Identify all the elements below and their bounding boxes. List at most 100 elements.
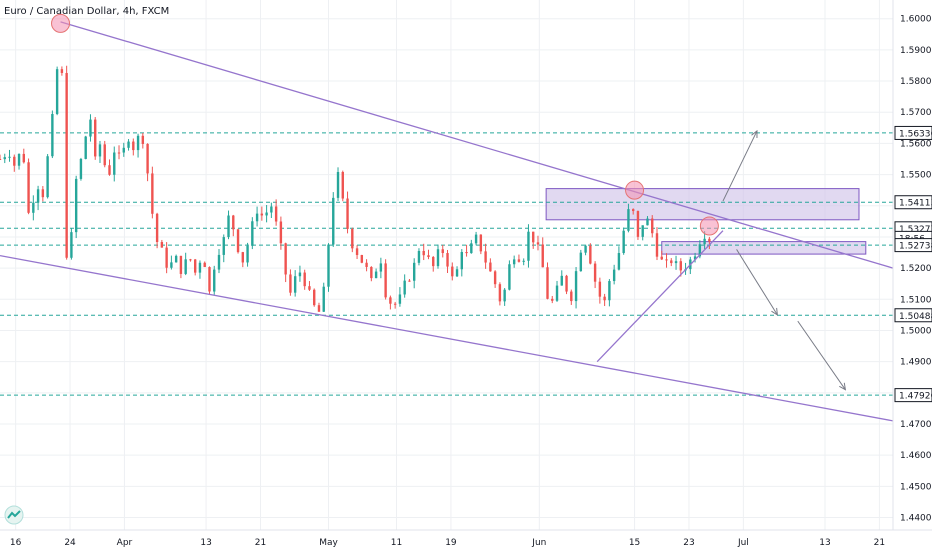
- price-badge-text: 1.52738: [899, 242, 932, 252]
- candle-body: [551, 298, 554, 301]
- candle-body: [151, 173, 154, 214]
- projection-arrow: [722, 130, 758, 202]
- price-badge-text: 1.56336: [899, 129, 932, 139]
- projection-arrow: [797, 320, 846, 390]
- candle-body: [170, 262, 173, 268]
- x-tick-label: 21: [255, 538, 266, 548]
- pivot-marker: [699, 216, 719, 236]
- candle-body: [427, 255, 430, 258]
- candle-body: [236, 229, 240, 253]
- candle-body: [570, 291, 573, 302]
- y-tick-label: 1.58000: [900, 77, 932, 87]
- candle-body: [198, 262, 202, 273]
- candle-body: [146, 143, 149, 174]
- trendline: [596, 230, 724, 363]
- candle-body: [193, 259, 197, 273]
- candle-body: [422, 250, 425, 256]
- candle-body: [51, 113, 54, 157]
- candle-body: [165, 247, 168, 268]
- candle-body: [565, 275, 568, 292]
- price-badge: 1.50488: [894, 308, 932, 323]
- trendlines: [0, 21, 894, 422]
- price-badge: 1.52738: [894, 238, 932, 253]
- pivot-marker: [51, 13, 71, 33]
- candle-body: [646, 218, 649, 226]
- candle-body: [512, 259, 516, 265]
- candle-body: [17, 153, 21, 166]
- candle-body: [41, 189, 45, 198]
- candle-body: [127, 141, 130, 148]
- arrows: [722, 129, 847, 391]
- candle-body: [598, 281, 602, 297]
- x-tick-label: 11: [391, 538, 402, 548]
- candle-body: [270, 206, 273, 213]
- candle-body: [612, 269, 616, 282]
- y-tick-label: 1.45000: [900, 482, 932, 492]
- candle-body: [465, 252, 468, 254]
- candle-body: [436, 249, 440, 267]
- candle-body: [608, 281, 611, 301]
- price-badge: 1.54113: [894, 195, 932, 210]
- candle-body: [403, 280, 406, 295]
- candle-body: [174, 255, 178, 263]
- candle-body: [317, 305, 321, 312]
- candle-body: [393, 303, 397, 305]
- price-axis[interactable]: 1.60000 1.59000 1.58000 1.57000 1.56000 1.550…: [900, 15, 932, 524]
- candle-body: [703, 238, 706, 245]
- candle-body: [222, 237, 225, 255]
- trendline: [60, 21, 894, 269]
- y-tick-label: 1.51000: [900, 295, 932, 305]
- candle-body: [589, 245, 592, 264]
- candle-body: [255, 213, 259, 222]
- candle-body: [65, 72, 68, 258]
- candle-body: [408, 280, 411, 282]
- candle-body: [265, 212, 268, 216]
- price-badge-text: 1.50488: [899, 312, 932, 322]
- y-tick-label: 1.49000: [900, 358, 932, 368]
- candle-body: [536, 242, 540, 245]
- zones: [545, 188, 867, 255]
- candle-body: [593, 263, 597, 282]
- candle-body: [274, 206, 278, 222]
- candle-body: [708, 238, 711, 242]
- grid: [0, 0, 893, 530]
- candle-body: [160, 242, 164, 248]
- price-badge-box: [894, 125, 932, 140]
- price-badge-box: [894, 195, 932, 210]
- price-badge-text: 1.54113: [899, 199, 932, 209]
- candle-body: [555, 285, 559, 301]
- candle-body: [141, 135, 145, 144]
- supply-demand-zone: [545, 188, 860, 221]
- x-tick-label: 23: [683, 538, 694, 548]
- candle-body: [46, 156, 49, 198]
- candle-body: [603, 296, 606, 301]
- candle-body: [232, 215, 235, 230]
- candle-body: [3, 157, 6, 160]
- candle-body: [89, 119, 92, 137]
- candle-body: [94, 119, 97, 157]
- candle-body: [303, 272, 306, 287]
- candle-body: [412, 262, 416, 281]
- candle-body: [617, 253, 621, 270]
- y-tick-label: 1.60000: [900, 15, 932, 25]
- y-tick-label: 1.59000: [900, 46, 932, 56]
- candle-body: [203, 262, 206, 268]
- candle-body: [679, 261, 683, 271]
- tradingview-logo-icon[interactable]: [4, 505, 24, 525]
- candle-body: [503, 289, 506, 302]
- candle-body: [641, 225, 644, 237]
- candle-body: [627, 209, 630, 231]
- candle-body: [122, 147, 125, 153]
- time-axis[interactable]: 16 24 Apr 13 21 May 11 19 Jun 15 23 Jul 13 21: [10, 538, 885, 548]
- y-tick-label: 1.56000: [900, 139, 932, 149]
- candle-body: [289, 274, 292, 293]
- candle-body: [484, 251, 487, 263]
- candle-body: [293, 276, 297, 293]
- candle-body: [246, 245, 249, 263]
- candle-body: [574, 271, 578, 302]
- arrow-head: [771, 307, 778, 316]
- candle-body: [665, 259, 668, 261]
- candle-body: [522, 260, 525, 262]
- y-tick-label: 1.47000: [900, 420, 932, 430]
